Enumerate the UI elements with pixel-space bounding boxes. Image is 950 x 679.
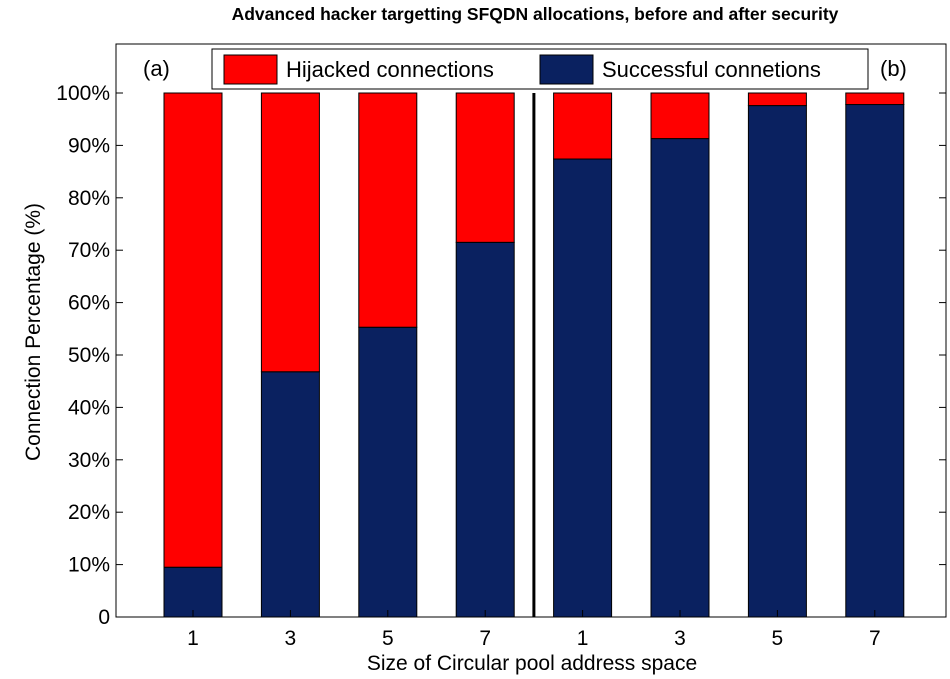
y-tick-label: 10% [68,554,110,577]
successful-bar [747,105,807,618]
x-tick-label: 1 [577,627,589,650]
legend-label: Hijacked connections [286,57,494,82]
successful-bar [553,158,613,618]
hijacked-bar [650,92,710,140]
y-tick-label: 100% [56,82,110,105]
y-tick-label: 30% [68,449,110,472]
plot-frame [115,43,947,618]
hijacked-bar [163,92,223,568]
y-tick-label: 60% [68,292,110,315]
legend-swatch [539,54,594,85]
successful-bar [650,138,710,618]
successful-bar [845,104,905,618]
x-tick-label: 3 [285,627,297,650]
successful-bar [260,371,320,618]
y-tick-label: 0 [98,606,110,629]
legend-swatch [223,54,278,85]
successful-bar [163,566,223,618]
x-tick-label: 7 [869,627,881,650]
x-axis-label: Size of Circular pool address space [366,652,698,675]
y-tick-label: 40% [68,396,110,419]
panel-label-a: (a) [143,56,170,81]
hijacked-bar [845,92,905,106]
y-tick-label: 20% [68,501,110,524]
x-tick-label: 3 [674,627,686,650]
x-tick-label: 1 [187,627,199,650]
hijacked-bar [358,92,418,328]
hijacked-bar [455,92,515,243]
y-tick-label: 70% [68,239,110,262]
hijacked-bar [260,92,320,373]
chart-title: Advanced hacker targetting SFQDN allocat… [231,4,839,24]
panel-label-b: (b) [880,56,907,81]
y-tick-label: 90% [68,134,110,157]
x-tick-label: 7 [479,627,491,650]
x-tick-label: 5 [772,627,784,650]
y-tick-label: 80% [68,187,110,210]
legend-label: Successful connetions [602,57,821,82]
hijacked-bar [553,92,613,160]
x-tick-label: 5 [382,627,394,650]
successful-bar [455,241,515,618]
hijacked-bar [747,92,807,107]
y-tick-label: 50% [68,344,110,367]
successful-bar [358,326,418,618]
